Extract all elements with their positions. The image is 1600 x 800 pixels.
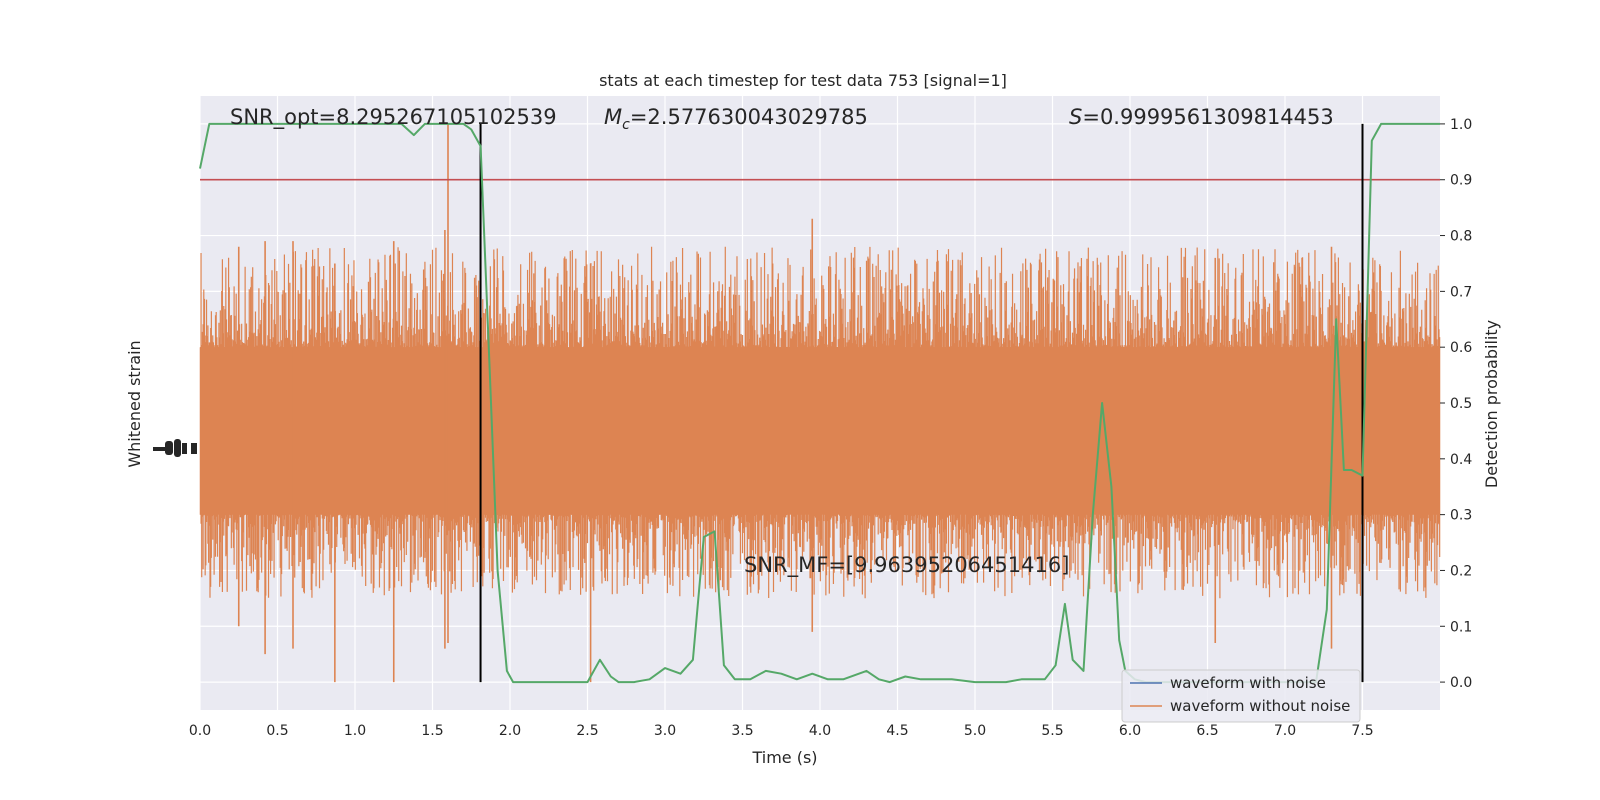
right-tick-label: 0.9 — [1450, 173, 1472, 189]
left-axis-label: Whitened strain — [125, 340, 144, 467]
snr-mf-annotation: SNR_MF=[9.96395206451416] — [744, 553, 1069, 578]
right-tick-label: 0.7 — [1450, 284, 1472, 300]
strain-excursions — [199, 246, 1441, 599]
x-tick-label: 2.0 — [499, 723, 521, 739]
x-tick-label: 0.0 — [189, 723, 211, 739]
chirp-mass-subscript: c — [622, 117, 630, 133]
x-tick-label: 5.5 — [1041, 723, 1063, 739]
x-tick-label: 4.5 — [886, 723, 908, 739]
vertical-markers — [479, 123, 1364, 683]
x-axis-label: Time (s) — [751, 748, 817, 767]
chirp-mass-value: =2.577630043029785 — [630, 105, 868, 129]
legend: waveform with noise waveform without noi… — [1121, 669, 1361, 723]
snr-opt-annotation: SNR_opt=8.295267105102539 — [230, 105, 557, 130]
x-axis: 0.0 0.5 1.0 1.5 2.0 2.5 3.0 3.5 4.0 4.5 5.0 5.5 6.0 6… — [189, 723, 1374, 739]
x-tick-label: 1.0 — [344, 723, 366, 739]
x-tick-label: 3.5 — [731, 723, 753, 739]
x-tick-label: 2.5 — [576, 723, 598, 739]
score-value: =0.9999561309814453 — [1082, 105, 1333, 129]
right-axis: 0.0 0.1 0.2 0.3 0.4 0.5 0.6 0.7 0.8 0.9 1.0 — [1440, 117, 1472, 691]
right-axis-label: Detection probability — [1482, 320, 1501, 488]
right-tick-label: 0.8 — [1450, 229, 1472, 245]
right-tick-label: 0.5 — [1450, 396, 1472, 412]
strain-band — [199, 123, 1441, 683]
x-tick-label: 3.0 — [654, 723, 676, 739]
right-tick-label: 0.6 — [1450, 340, 1472, 356]
x-tick-label: 7.0 — [1274, 723, 1296, 739]
x-tick-label: 4.0 — [809, 723, 831, 739]
legend-label-without-noise: waveform without noise — [1170, 697, 1350, 715]
right-tick-label: 0.2 — [1450, 563, 1472, 579]
x-tick-label: 5.0 — [964, 723, 986, 739]
right-tick-label: 1.0 — [1450, 117, 1472, 133]
right-tick-label: 0.4 — [1450, 452, 1472, 468]
left-tick-blob — [153, 447, 165, 451]
right-tick-label: 0.0 — [1450, 675, 1472, 691]
left-tick-blob — [174, 439, 181, 457]
x-tick-label: 6.5 — [1196, 723, 1218, 739]
left-axis-tick-labels-overlapping — [153, 439, 197, 457]
x-tick-label: 6.0 — [1119, 723, 1141, 739]
chirp-mass-symbol: M — [604, 105, 622, 129]
chirp-mass-annotation: Mc=2.577630043029785 — [604, 105, 868, 133]
legend-box — [1121, 669, 1361, 723]
left-tick-blob — [191, 443, 197, 454]
left-tick-blob — [165, 441, 173, 455]
x-tick-label: 0.5 — [266, 723, 288, 739]
right-tick-label: 0.1 — [1450, 619, 1472, 635]
chart-title: stats at each timestep for test data 753… — [599, 71, 1007, 90]
left-tick-blob — [182, 443, 187, 454]
right-tick-label: 0.3 — [1450, 508, 1472, 524]
score-annotation: S=0.9999561309814453 — [1069, 105, 1334, 129]
x-tick-label: 7.5 — [1351, 723, 1373, 739]
legend-label-with-noise: waveform with noise — [1170, 674, 1326, 692]
x-tick-label: 1.5 — [421, 723, 443, 739]
score-symbol: S — [1069, 105, 1082, 129]
